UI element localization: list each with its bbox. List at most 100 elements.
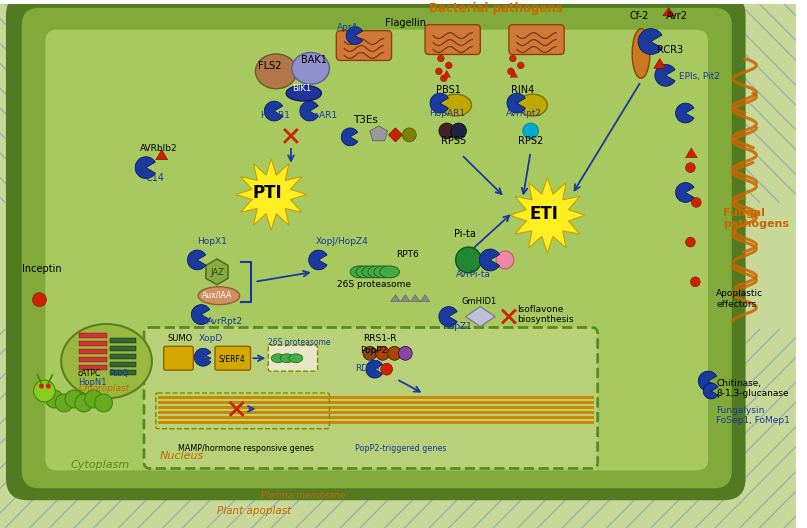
Circle shape: [439, 123, 454, 139]
Text: MAMP/hormone responsive genes: MAMP/hormone responsive genes: [178, 444, 313, 452]
Bar: [158, 406, 594, 409]
FancyBboxPatch shape: [164, 346, 194, 370]
Circle shape: [75, 394, 93, 412]
Text: HopZ1: HopZ1: [442, 323, 472, 332]
Text: XopJ/HopZ4: XopJ/HopZ4: [316, 237, 368, 246]
Text: SUMO: SUMO: [168, 334, 193, 343]
FancyBboxPatch shape: [337, 31, 391, 60]
Polygon shape: [391, 295, 400, 301]
Polygon shape: [466, 307, 495, 326]
Circle shape: [437, 55, 445, 62]
Circle shape: [509, 55, 516, 62]
Text: RPS5: RPS5: [441, 136, 466, 146]
Wedge shape: [698, 371, 717, 391]
Text: Pi-ta: Pi-ta: [454, 229, 475, 239]
Text: S/ERF4: S/ERF4: [219, 354, 245, 363]
Circle shape: [690, 277, 700, 287]
Ellipse shape: [256, 54, 297, 89]
Circle shape: [399, 346, 412, 360]
Wedge shape: [675, 183, 694, 202]
Wedge shape: [638, 29, 662, 54]
Wedge shape: [191, 305, 210, 325]
Polygon shape: [370, 126, 387, 141]
Bar: [111, 346, 136, 351]
Text: Cf-2: Cf-2: [629, 11, 649, 21]
Polygon shape: [663, 8, 675, 16]
Ellipse shape: [632, 29, 650, 78]
Ellipse shape: [374, 266, 394, 278]
Text: cATPC: cATPC: [78, 369, 101, 378]
Bar: [111, 362, 136, 367]
Text: AvrRpt2: AvrRpt2: [506, 109, 542, 118]
Text: AprA: AprA: [337, 23, 359, 32]
Text: HopN1: HopN1: [78, 378, 107, 387]
FancyBboxPatch shape: [45, 30, 708, 470]
Text: ETI: ETI: [529, 205, 558, 223]
Text: HopAR1: HopAR1: [301, 111, 337, 120]
Wedge shape: [439, 307, 458, 326]
Wedge shape: [675, 103, 694, 123]
Text: Chloroplast: Chloroplast: [79, 384, 130, 393]
Text: Fungal
pathogens: Fungal pathogens: [723, 208, 789, 229]
Text: RPT6: RPT6: [396, 250, 419, 259]
Bar: [79, 365, 107, 370]
Text: GmHID1: GmHID1: [462, 297, 497, 306]
Polygon shape: [443, 70, 451, 77]
Ellipse shape: [271, 354, 285, 363]
Circle shape: [523, 123, 538, 139]
Ellipse shape: [368, 266, 387, 278]
Polygon shape: [156, 150, 168, 159]
FancyBboxPatch shape: [268, 345, 318, 371]
Ellipse shape: [286, 85, 321, 101]
Bar: [79, 350, 107, 354]
Bar: [111, 370, 136, 375]
Circle shape: [363, 346, 377, 360]
Ellipse shape: [292, 52, 329, 84]
Bar: [79, 357, 107, 362]
Text: T3Es: T3Es: [353, 115, 378, 125]
FancyBboxPatch shape: [425, 25, 480, 54]
FancyBboxPatch shape: [22, 8, 732, 488]
Wedge shape: [194, 348, 211, 366]
Bar: [79, 333, 107, 338]
Text: PBS1: PBS1: [436, 85, 461, 95]
Polygon shape: [410, 295, 420, 301]
Text: BAK1: BAK1: [301, 55, 327, 65]
Wedge shape: [341, 128, 358, 146]
Bar: [158, 421, 594, 425]
Text: RD19: RD19: [355, 364, 379, 373]
FancyBboxPatch shape: [0, 4, 796, 528]
Text: β-1,3-glucanase: β-1,3-glucanase: [716, 389, 788, 398]
Text: Inceptin: Inceptin: [22, 264, 61, 274]
Wedge shape: [703, 383, 718, 399]
Polygon shape: [510, 177, 585, 253]
Wedge shape: [654, 64, 675, 86]
Text: RPS2: RPS2: [518, 136, 543, 146]
Text: Flagellin: Flagellin: [385, 17, 425, 27]
FancyBboxPatch shape: [144, 327, 598, 468]
Circle shape: [692, 197, 701, 208]
Bar: [111, 338, 136, 343]
Circle shape: [445, 62, 452, 69]
Ellipse shape: [440, 94, 471, 116]
Text: RCR3: RCR3: [657, 45, 683, 55]
Bar: [158, 411, 594, 414]
Circle shape: [45, 390, 63, 408]
Wedge shape: [479, 249, 500, 271]
Polygon shape: [654, 59, 666, 68]
FancyBboxPatch shape: [6, 0, 746, 500]
Ellipse shape: [199, 287, 240, 305]
Bar: [158, 416, 594, 419]
Text: AVRblb2: AVRblb2: [140, 144, 178, 153]
Ellipse shape: [518, 94, 547, 116]
Text: biosynthesis: biosynthesis: [516, 315, 573, 324]
Wedge shape: [135, 157, 156, 178]
Wedge shape: [346, 27, 362, 44]
Text: 26S proteasome: 26S proteasome: [337, 280, 412, 289]
Text: 26S proteasome: 26S proteasome: [268, 338, 331, 347]
Bar: [158, 396, 594, 400]
Circle shape: [85, 390, 102, 408]
Text: JAZ: JAZ: [210, 268, 224, 277]
Ellipse shape: [380, 266, 399, 278]
Ellipse shape: [280, 354, 294, 363]
